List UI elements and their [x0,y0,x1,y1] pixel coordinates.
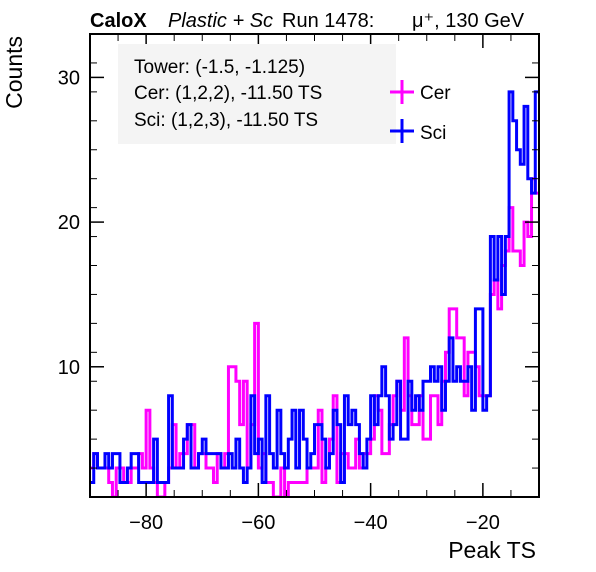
info-tower-label: Tower: (-1.5, -1.125) [134,57,305,78]
x-axis-title: Peak TS [448,537,536,563]
x-tick-label: −60 [241,512,275,534]
legend-cer-label: Cer [420,83,451,104]
y-tick-label: 10 [58,357,80,379]
y-axis-title: Counts [1,36,27,109]
chart-title-particle: μ⁺, 130 GeV [412,10,525,32]
x-tick-label: −80 [129,512,163,534]
series-sci-line [90,90,539,485]
legend-sci-label: Sci [420,123,446,144]
info-box [118,44,396,144]
info-cer-label: Cer: (1,2,2), -11.50 TS [134,83,322,104]
y-tick-label: 20 [58,212,80,234]
x-tick-label: −20 [466,512,500,534]
x-tick-label: −40 [354,512,388,534]
chart-title-brand: CaloX [90,10,147,32]
chart-title-run: Run 1478: [282,10,374,32]
legend: Cer Sci [390,80,451,144]
chart-title-material: Plastic + Sc [168,10,273,32]
info-sci-label: Sci: (1,2,3), -11.50 TS [134,110,318,131]
y-tick-label: 30 [58,67,80,89]
